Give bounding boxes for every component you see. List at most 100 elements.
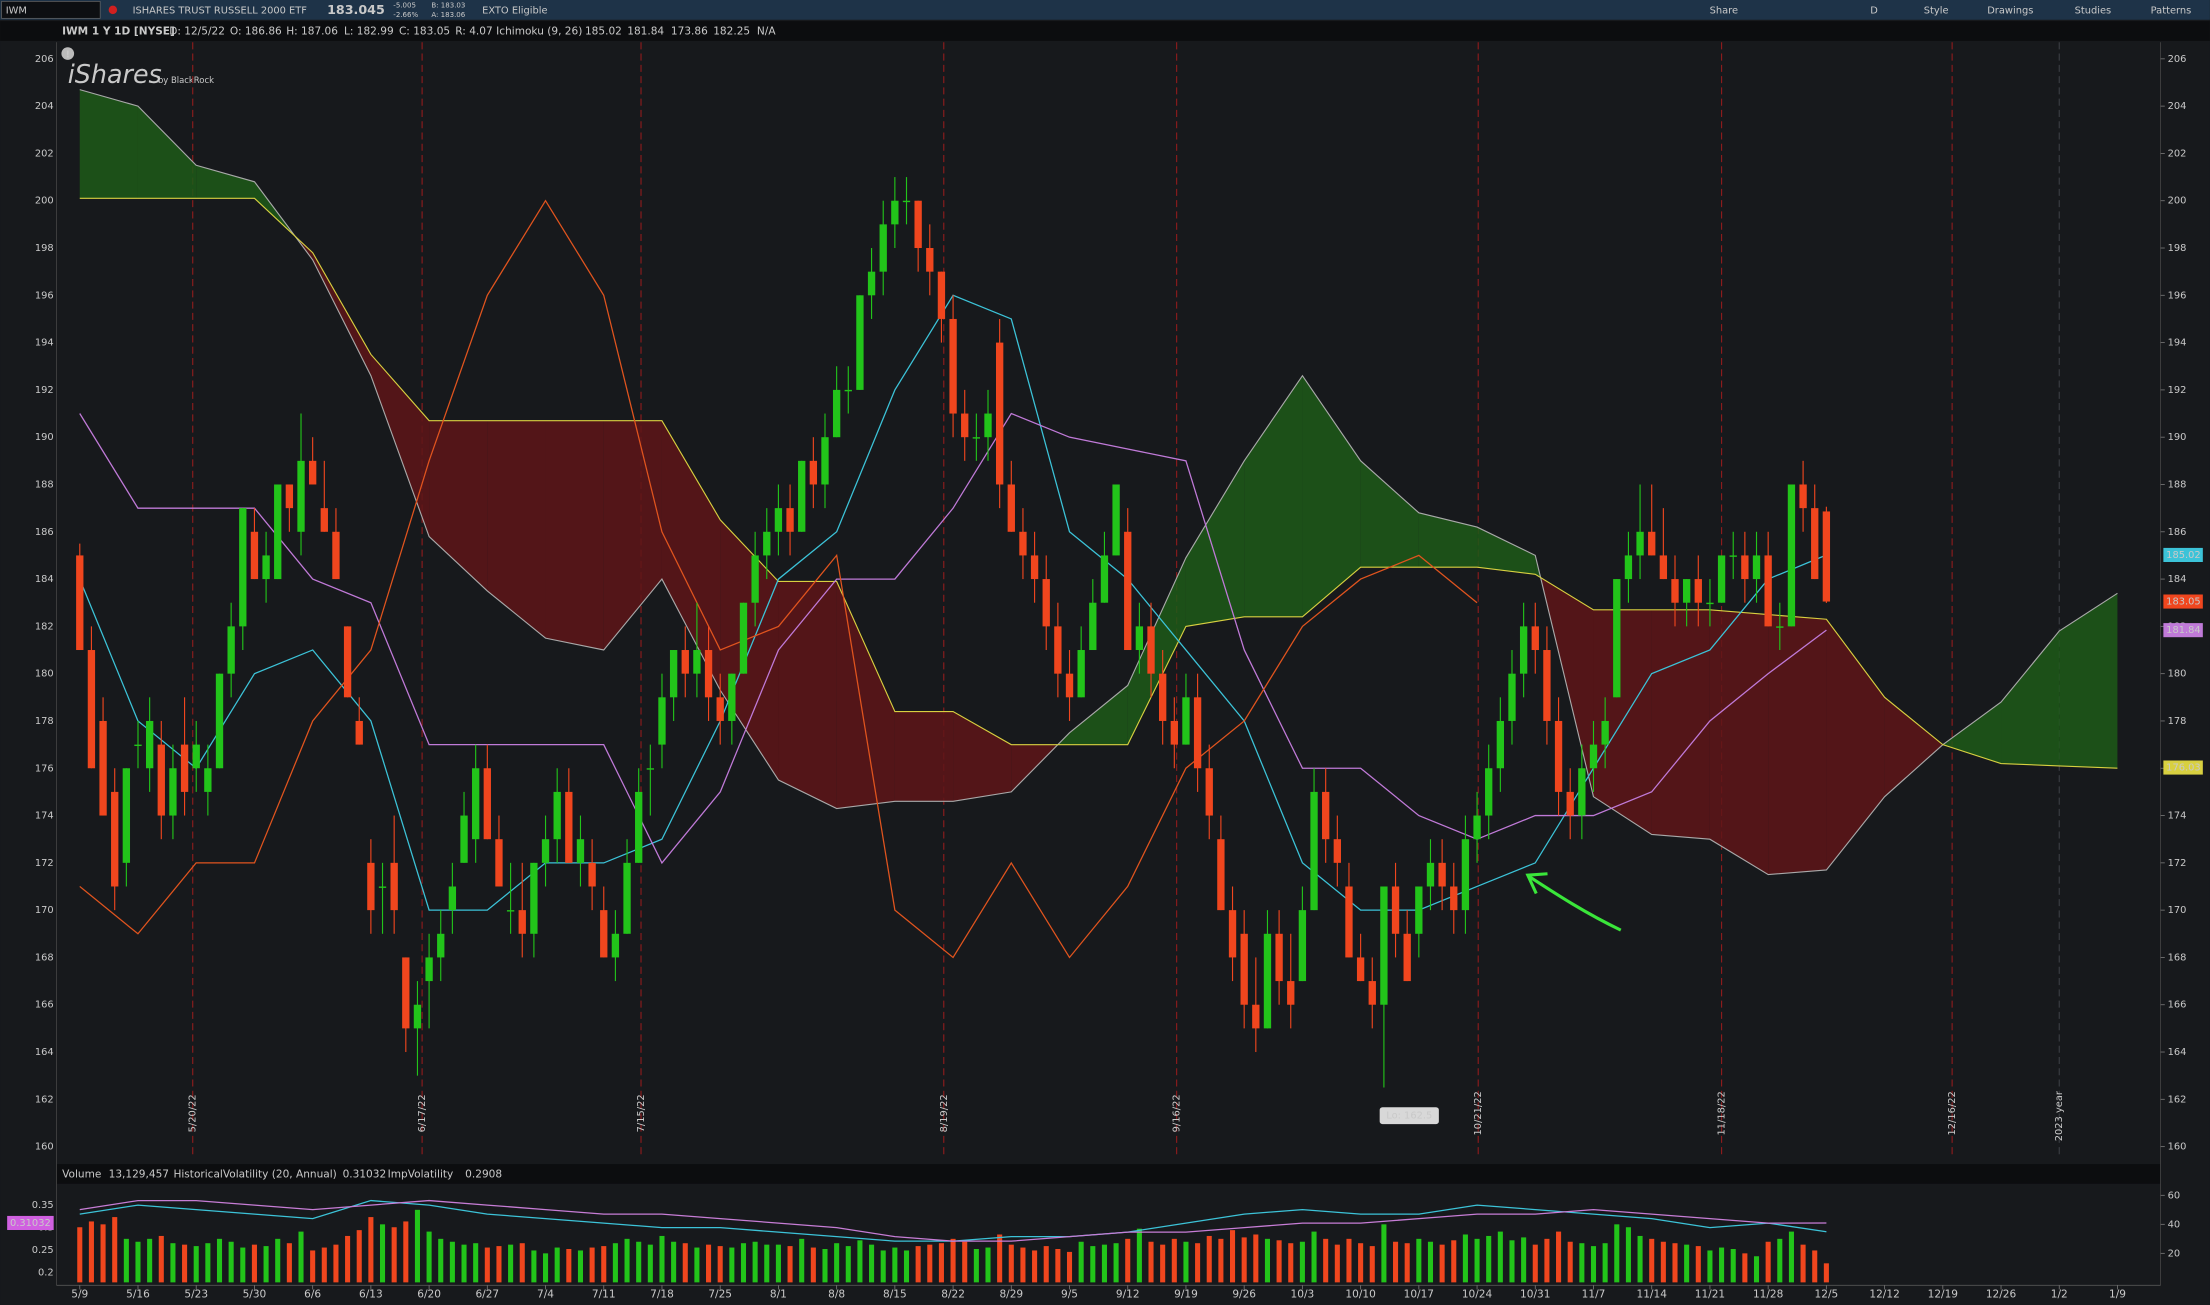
volume-bar — [1625, 1227, 1631, 1283]
volume-bar — [1602, 1243, 1608, 1283]
toolbar-button[interactable]: Studies — [2075, 6, 2112, 17]
price-label-box — [2163, 760, 2203, 775]
candle-body — [134, 744, 142, 747]
toolbar-button[interactable]: D — [1870, 6, 1878, 17]
toolbar: IWM ISHARES TRUST RUSSELL 2000 ETF 183.0… — [0, 0, 2210, 20]
x-tick-label: 5/23 — [184, 1288, 208, 1300]
candle-body — [332, 531, 340, 580]
header-item: Ichimoku (9, 26) — [496, 26, 582, 38]
candle-body — [995, 342, 1004, 485]
header-bg — [0, 21, 2210, 41]
candle-body — [1729, 555, 1737, 557]
candle-body — [832, 389, 841, 438]
volume-bar — [88, 1221, 94, 1283]
candle-body — [285, 484, 294, 509]
toolbar-button[interactable]: Style — [1924, 6, 1949, 17]
volume-bar — [1078, 1241, 1084, 1283]
cloud — [1185, 460, 1245, 627]
volume-bar — [1264, 1238, 1271, 1283]
volume-bar — [1055, 1249, 1061, 1283]
toolbar-button[interactable]: Patterns — [2151, 6, 2192, 17]
cloud — [1942, 702, 2002, 764]
info-icon[interactable] — [61, 47, 75, 60]
volume-bar — [1544, 1238, 1550, 1283]
volume-bar — [1474, 1238, 1480, 1283]
candle-body — [1100, 555, 1109, 603]
candle-body — [1613, 579, 1621, 698]
watermark: iShares — [68, 59, 162, 89]
x-tick-label: 10/31 — [1520, 1288, 1550, 1300]
volume-bar — [1660, 1241, 1666, 1283]
volume-bar — [1148, 1241, 1154, 1283]
candle-body — [1054, 626, 1062, 674]
x-tick-label: 7/18 — [650, 1288, 674, 1300]
volume-bar — [810, 1247, 816, 1283]
volume-bar — [1136, 1228, 1142, 1283]
candle-body — [1333, 839, 1341, 863]
candle-body — [576, 839, 585, 863]
candle-body — [390, 862, 398, 911]
volume-bar — [496, 1246, 502, 1283]
volume-bar — [228, 1241, 234, 1283]
candle-body — [1310, 791, 1318, 911]
volume-bar — [1532, 1244, 1538, 1283]
x-tick-label: 10/17 — [1404, 1288, 1434, 1300]
y-tick-label-right: 178 — [2168, 716, 2187, 727]
lower-header-item: ImpVolatility — [388, 1169, 454, 1181]
candle-body — [867, 271, 876, 296]
header-item: D: 12/5/22 — [169, 26, 225, 38]
cloud — [1826, 619, 1885, 870]
volume-bar — [135, 1241, 141, 1283]
symbol-box[interactable] — [1, 1, 101, 19]
volume-bar — [1753, 1256, 1760, 1283]
header-item: R: 4.07 — [455, 26, 492, 38]
candle-body — [1124, 531, 1132, 651]
candle-body — [553, 791, 561, 840]
cloud — [1418, 512, 1478, 568]
candle-body — [1519, 626, 1528, 674]
candle-body — [1822, 511, 1831, 602]
toolbar-button[interactable]: Drawings — [1987, 6, 2033, 17]
x-tick-label: 11/7 — [1582, 1288, 1606, 1300]
volume-bar — [170, 1243, 176, 1283]
volume-bar — [706, 1244, 712, 1283]
cloud — [1302, 375, 1361, 617]
candle-body — [1217, 839, 1225, 911]
cloud — [370, 354, 430, 537]
y-tick-label: 166 — [35, 1000, 54, 1011]
candle-body — [76, 555, 84, 651]
watermark-sub: by BlackRock — [158, 75, 214, 85]
candle-body — [693, 650, 701, 674]
candle-body — [1473, 815, 1481, 840]
header-item: 173.86 — [671, 26, 708, 38]
cloud — [836, 581, 895, 809]
toolbar-button[interactable]: Share — [1710, 6, 1738, 17]
header-item: H: 187.06 — [286, 26, 338, 38]
volume-bar — [205, 1243, 211, 1283]
candle-body — [879, 224, 887, 272]
volume-bar — [147, 1238, 153, 1283]
candle-body — [1578, 768, 1586, 816]
x-tick-label: 9/26 — [1232, 1288, 1256, 1300]
candle-body — [1706, 602, 1714, 605]
volatility-line — [79, 1199, 1827, 1242]
volume-bar — [694, 1247, 700, 1283]
y-tick-label: 172 — [35, 858, 54, 869]
volume-bar — [1637, 1235, 1643, 1283]
y-tick-label: 168 — [35, 952, 54, 963]
volume-bar — [112, 1217, 118, 1283]
volume-bar — [624, 1238, 630, 1283]
candle-body — [1019, 531, 1027, 556]
candle-body — [1741, 555, 1749, 580]
cloud — [1768, 614, 1827, 875]
candle-body — [856, 295, 864, 390]
symbol[interactable]: IWM — [6, 6, 27, 17]
x-tick-label: 6/27 — [475, 1288, 499, 1300]
lower-header-item: Volume — [62, 1169, 101, 1181]
volume-bar — [1253, 1234, 1259, 1283]
volume-bar — [1800, 1244, 1806, 1283]
candle-body — [1193, 697, 1202, 769]
volume-bar — [589, 1247, 595, 1283]
y-tick-label: 204 — [35, 101, 54, 112]
